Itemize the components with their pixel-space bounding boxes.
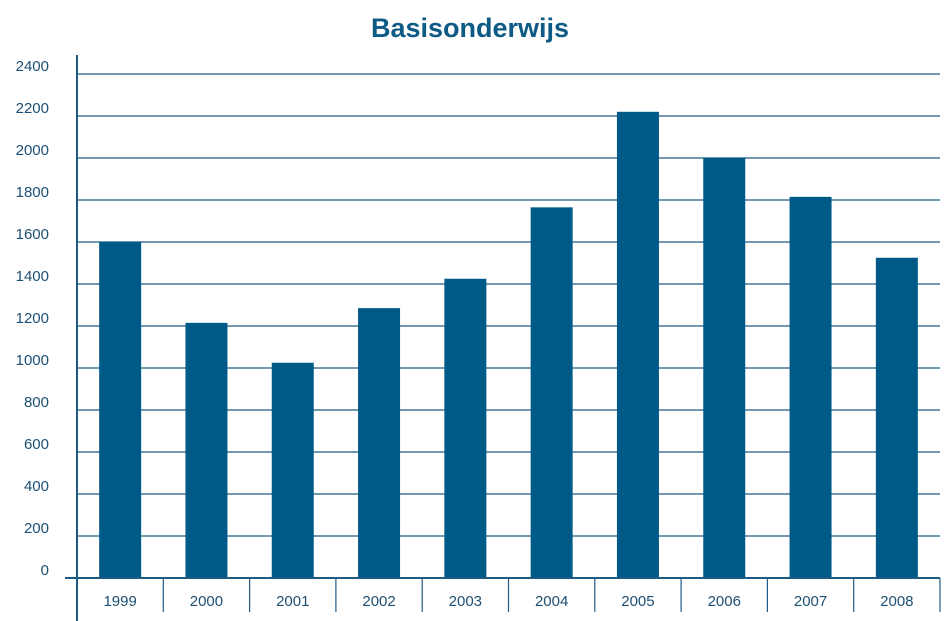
x-tick-label: 2008 [880, 593, 913, 610]
x-tick-label: 2005 [621, 593, 654, 610]
y-tick-label: 1400 [16, 268, 49, 285]
x-tick-label: 2001 [276, 593, 309, 610]
y-tick-label: 1200 [16, 310, 49, 327]
y-tick-label: 400 [24, 478, 49, 495]
bar [271, 362, 314, 578]
bar [444, 278, 487, 578]
x-tick-label: 2007 [794, 593, 827, 610]
x-tick-label: 1999 [103, 593, 136, 610]
y-tick-label: 600 [24, 436, 49, 453]
x-tick-label: 2004 [535, 593, 568, 610]
bar [530, 207, 573, 578]
y-tick-label: 1000 [16, 352, 49, 369]
bar [99, 242, 142, 578]
y-tick-label: 1600 [16, 226, 49, 243]
bar [185, 322, 228, 578]
bar [789, 196, 832, 578]
y-tick-label: 0 [41, 562, 49, 579]
bar [358, 308, 401, 578]
x-tick-label: 2006 [708, 593, 741, 610]
y-tick-label: 800 [24, 394, 49, 411]
bar [616, 111, 659, 579]
y-tick-label: 2400 [16, 58, 49, 75]
x-tick-label: 2000 [190, 593, 223, 610]
y-tick-label: 2200 [16, 100, 49, 117]
y-tick-label: 2000 [16, 142, 49, 159]
bar [703, 158, 746, 578]
y-tick-label: 200 [24, 520, 49, 537]
x-tick-label: 2003 [449, 593, 482, 610]
y-tick-label: 1800 [16, 184, 49, 201]
x-tick-label: 2002 [362, 593, 395, 610]
bar [875, 257, 918, 578]
chart-title: Basisonderwijs [371, 13, 569, 43]
